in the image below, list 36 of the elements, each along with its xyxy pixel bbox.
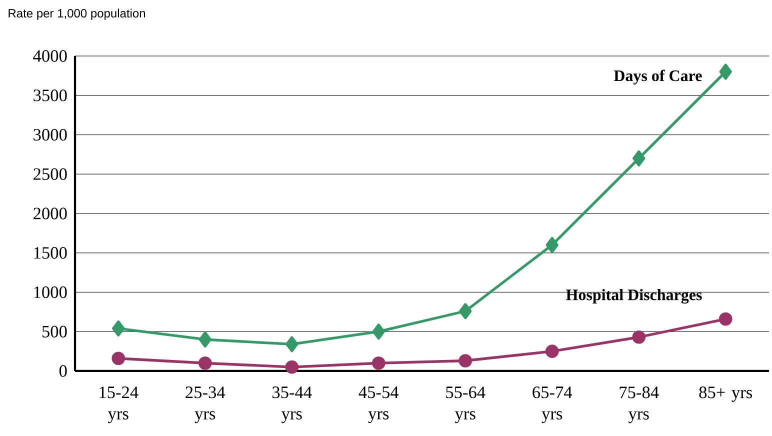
x-tick-label: 75-84 yrs [620, 386, 659, 424]
point [546, 236, 558, 253]
y-tick-label: 4000 [33, 50, 67, 62]
point [632, 330, 646, 344]
point [372, 356, 386, 370]
x-tick-label: 65-74 yrs [532, 386, 572, 424]
point [112, 320, 125, 336]
y-axis-title: Rate per 1,000 population [8, 8, 146, 20]
y-tick-label: 2500 [34, 168, 67, 180]
point [372, 324, 385, 340]
point [718, 312, 732, 326]
y-tick-label: 3000 [34, 128, 67, 141]
y-tick-label: 2000 [34, 208, 67, 220]
x-tick-label: 35-44 yrs [272, 386, 312, 424]
point [545, 344, 559, 358]
point [112, 352, 126, 366]
point [719, 64, 732, 80]
point [285, 360, 299, 374]
y-tick-label: 1500 [34, 247, 67, 259]
y-tick-label: 500 [42, 326, 67, 338]
y-tick-label: 0 [59, 365, 67, 377]
x-tick-label: 25-34 yrs [186, 386, 226, 424]
x-tick-label: 15-24 yrs [100, 386, 138, 424]
y-tick-label: 1000 [34, 286, 67, 298]
point [198, 356, 212, 370]
point [198, 331, 212, 348]
point [632, 150, 646, 166]
point [286, 336, 298, 352]
series-label: Days of Care [614, 70, 702, 84]
point [458, 354, 472, 368]
point [459, 303, 472, 320]
x-tick-label: 55-64 yrs [446, 386, 486, 424]
y-tick-label: 3500 [34, 90, 67, 102]
x-tick-label: 45-54 yrs [358, 386, 399, 424]
x-tick-label: 85+ yrs [699, 386, 752, 402]
series-label: Hospital Discharges [566, 289, 702, 304]
